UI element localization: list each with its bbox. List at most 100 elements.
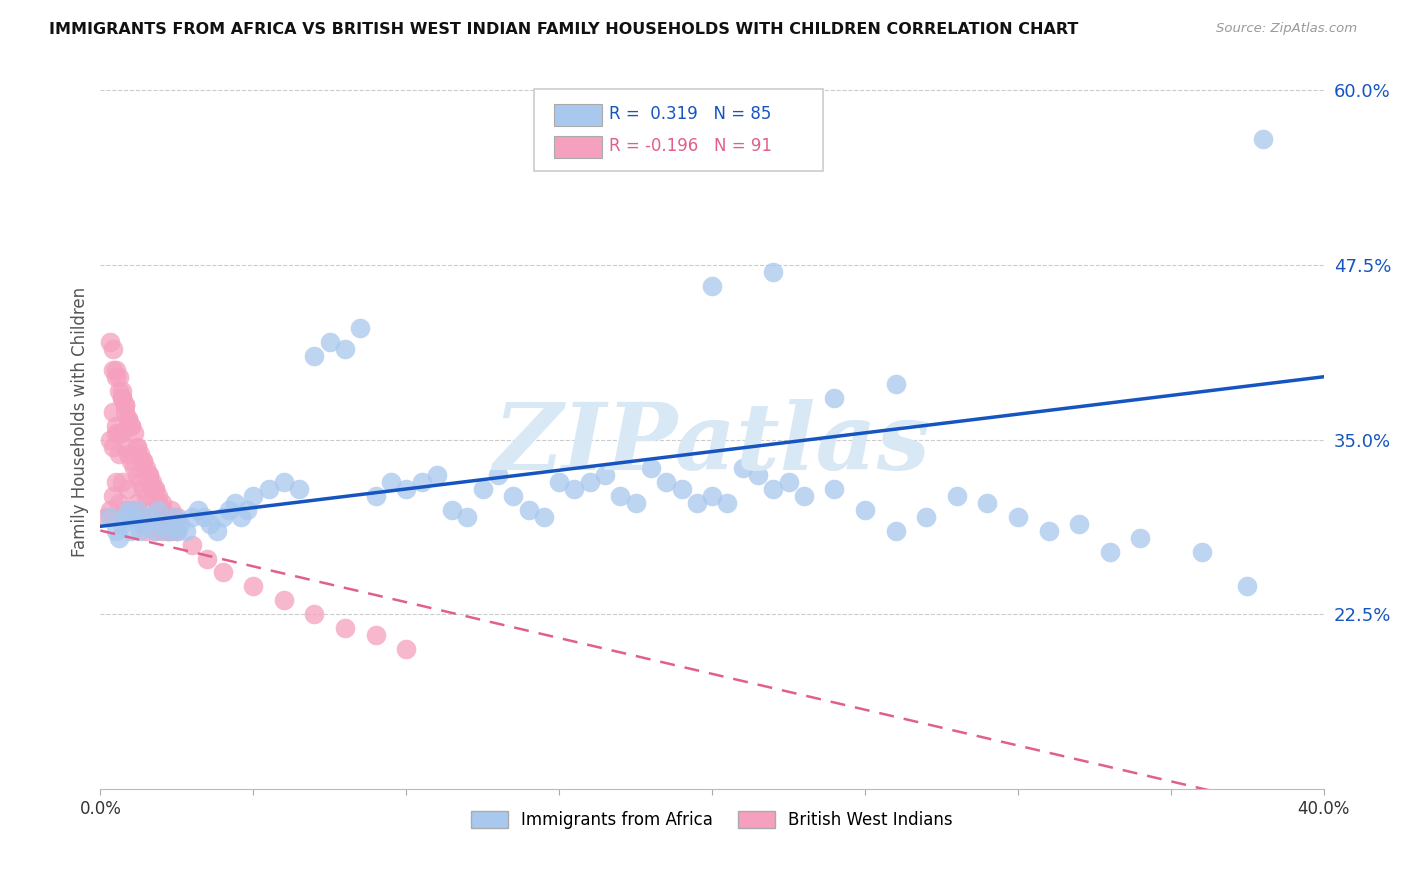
Point [1251,132,1274,146]
Point [141,475,163,489]
Point [135,489,157,503]
Point [976,495,998,509]
Point [122,502,145,516]
Point [671,482,693,496]
Point [114,405,136,419]
Point [159,524,181,538]
Point [364,489,387,503]
Point [187,502,209,516]
Point [333,342,356,356]
Point [107,495,129,509]
Text: Source: ZipAtlas.com: Source: ZipAtlas.com [1216,22,1357,36]
Point [700,489,723,503]
Point [135,516,157,531]
Point [104,418,127,433]
Point [129,475,152,489]
Point [104,363,127,377]
Point [517,502,540,516]
Point [148,495,170,509]
Point [211,566,233,580]
Point [884,376,907,391]
Point [218,502,240,516]
Point [229,509,252,524]
Point [273,593,295,607]
Point [132,453,155,467]
Point [114,509,136,524]
Point [333,622,356,636]
Point [111,425,134,440]
Point [193,509,215,524]
Point [304,607,326,622]
Point [205,524,228,538]
Point [120,418,142,433]
Point [129,509,152,524]
Point [132,516,155,531]
Point [156,524,179,538]
Point [486,467,509,482]
Point [145,524,167,538]
Point [114,398,136,412]
Point [181,537,204,551]
Point [145,482,167,496]
Point [731,460,754,475]
Point [163,509,186,524]
Point [156,524,179,538]
Point [150,516,173,531]
Point [114,502,136,516]
Point [197,551,219,566]
Point [174,524,197,538]
Point [915,509,938,524]
Point [686,495,709,509]
Point [111,475,134,489]
Point [129,447,152,461]
Text: R = -0.196   N = 91: R = -0.196 N = 91 [609,137,772,155]
Point [111,391,134,405]
Point [1069,516,1091,531]
Point [1129,531,1152,545]
Point [117,447,139,461]
Point [242,579,264,593]
Point [120,509,142,524]
Point [441,502,464,516]
Point [138,467,160,482]
Point [163,516,186,531]
Point [111,384,134,398]
Point [257,482,280,496]
Point [107,447,129,461]
Point [853,502,876,516]
Point [242,489,264,503]
Point [364,628,387,642]
Point [132,482,155,496]
Point [98,433,121,447]
Point [153,516,176,531]
Point [150,502,173,516]
Point [145,489,167,503]
Point [148,502,170,516]
Point [747,467,769,482]
Text: IMMIGRANTS FROM AFRICA VS BRITISH WEST INDIAN FAMILY HOUSEHOLDS WITH CHILDREN CO: IMMIGRANTS FROM AFRICA VS BRITISH WEST I… [49,22,1078,37]
Point [117,411,139,425]
Point [700,278,723,293]
Point [104,425,127,440]
Point [141,509,163,524]
Point [98,509,121,524]
Point [824,391,846,405]
Point [114,398,136,412]
Point [1098,544,1121,558]
Point [111,516,134,531]
Point [380,475,402,489]
Point [1191,544,1213,558]
Point [304,349,326,363]
Point [129,524,152,538]
Point [98,334,121,349]
Point [349,320,371,334]
Y-axis label: Family Households with Children: Family Households with Children [72,287,89,558]
Point [107,531,129,545]
Point [145,482,167,496]
Point [169,516,191,531]
Point [395,482,418,496]
Point [411,475,433,489]
Point [117,411,139,425]
Point [200,516,222,531]
Point [132,453,155,467]
